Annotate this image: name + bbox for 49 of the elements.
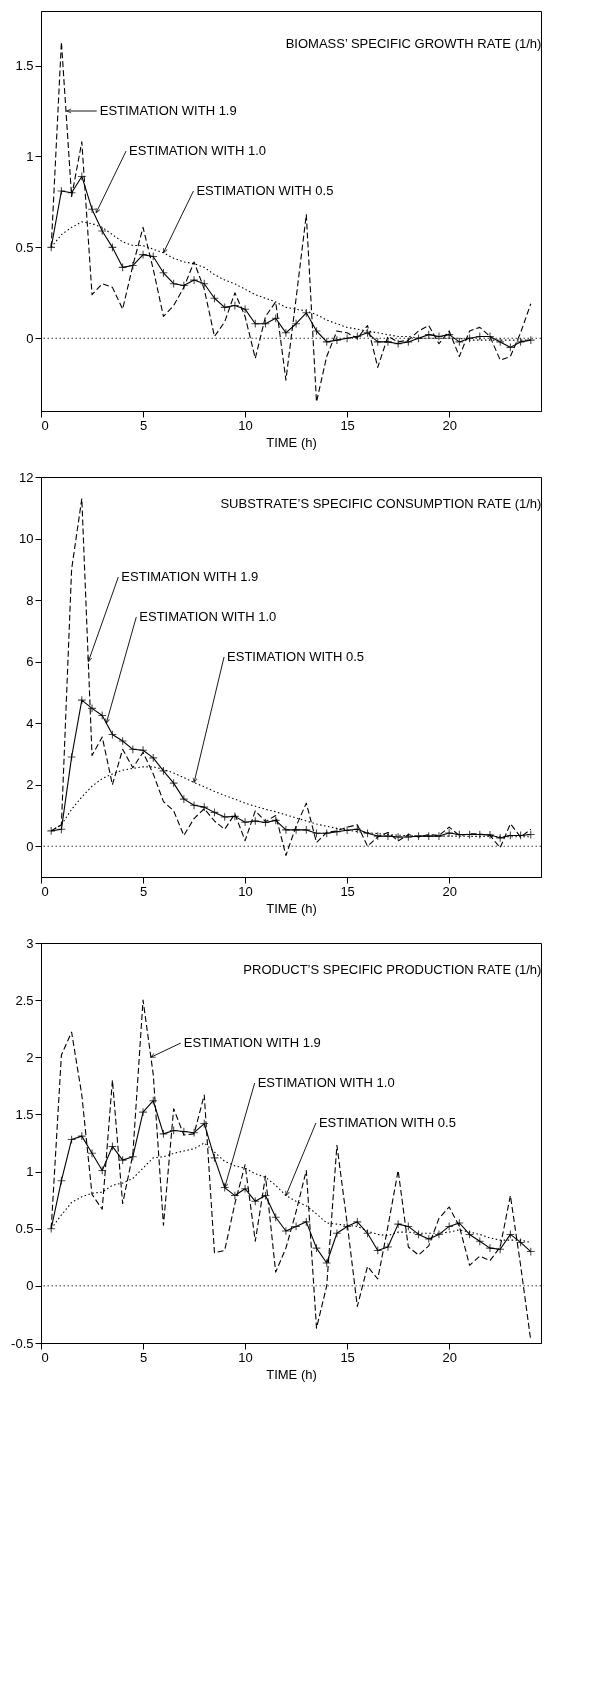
x-tick-label: 15 bbox=[340, 1349, 355, 1365]
x-tick-label: 10 bbox=[238, 883, 253, 899]
y-tick-label: 1 bbox=[26, 1164, 34, 1180]
y-tick-label: -0.5 bbox=[11, 1335, 34, 1351]
annotation: ESTIMATION WITH 1.0 bbox=[129, 143, 267, 158]
x-axis-title: TIME (h) bbox=[266, 1366, 317, 1382]
y-tick-label: 4 bbox=[26, 715, 34, 731]
annotation: ESTIMATION WITH 0.5 bbox=[318, 1115, 456, 1130]
x-tick-label: 0 bbox=[41, 417, 49, 433]
x-tick-label: 0 bbox=[41, 1349, 49, 1365]
annotation: ESTIMATION WITH 1.9 bbox=[99, 103, 237, 118]
annotation: ESTIMATION WITH 0.5 bbox=[227, 649, 365, 664]
x-tick-label: 15 bbox=[340, 883, 355, 899]
x-tick-label: 10 bbox=[238, 1349, 253, 1365]
x-tick-label: 5 bbox=[139, 1349, 148, 1365]
y-tick-label: 2.5 bbox=[15, 992, 34, 1008]
text: PRODUCT’S SPECIFIC PRODUCTION RATE (1/h) bbox=[243, 962, 542, 977]
y-tick-label: 1.5 bbox=[15, 58, 34, 74]
y-tick-label: 1.5 bbox=[15, 1106, 34, 1122]
y-tick-label: 2 bbox=[26, 777, 34, 793]
annotation: ESTIMATION WITH 0.5 bbox=[196, 183, 334, 198]
x-tick-label: 15 bbox=[340, 417, 355, 433]
y-tick-label: 1 bbox=[26, 148, 34, 164]
annotation: ESTIMATION WITH 1.0 bbox=[139, 609, 277, 624]
x-tick-label: 5 bbox=[139, 417, 148, 433]
y-tick-label: 8 bbox=[26, 592, 34, 608]
x-axis-title: TIME (h) bbox=[266, 434, 317, 450]
y-tick-label: 0.5 bbox=[15, 239, 34, 255]
text: SUBSTRATE’S SPECIFIC CONSUMPTION RATE (1/h) bbox=[220, 496, 542, 511]
x-tick-label: 10 bbox=[238, 417, 253, 433]
y-tick-label: 2 bbox=[26, 1049, 34, 1065]
x-tick-label: 5 bbox=[139, 883, 148, 899]
y-tick-label: 10 bbox=[19, 531, 34, 547]
y-tick-label: 12 bbox=[19, 469, 34, 485]
y-tick-label: 3 bbox=[26, 935, 34, 951]
y-tick-label: 6 bbox=[26, 654, 34, 670]
text: BIOMASS’ SPECIFIC GROWTH RATE (1/h) bbox=[285, 36, 542, 51]
x-axis-title: TIME (h) bbox=[266, 900, 317, 916]
x-tick-label: 20 bbox=[442, 417, 457, 433]
annotation: ESTIMATION WITH 1.0 bbox=[257, 1075, 395, 1090]
annotation: ESTIMATION WITH 1.9 bbox=[121, 569, 259, 584]
y-tick-label: 0 bbox=[26, 1278, 34, 1294]
x-tick-label: 20 bbox=[442, 883, 457, 899]
y-tick-label: 0 bbox=[26, 838, 34, 854]
y-tick-label: 0 bbox=[26, 330, 34, 346]
x-tick-label: 0 bbox=[41, 883, 49, 899]
annotation: ESTIMATION WITH 1.9 bbox=[183, 1035, 321, 1050]
x-tick-label: 20 bbox=[442, 1349, 457, 1365]
y-tick-label: 0.5 bbox=[15, 1221, 34, 1237]
